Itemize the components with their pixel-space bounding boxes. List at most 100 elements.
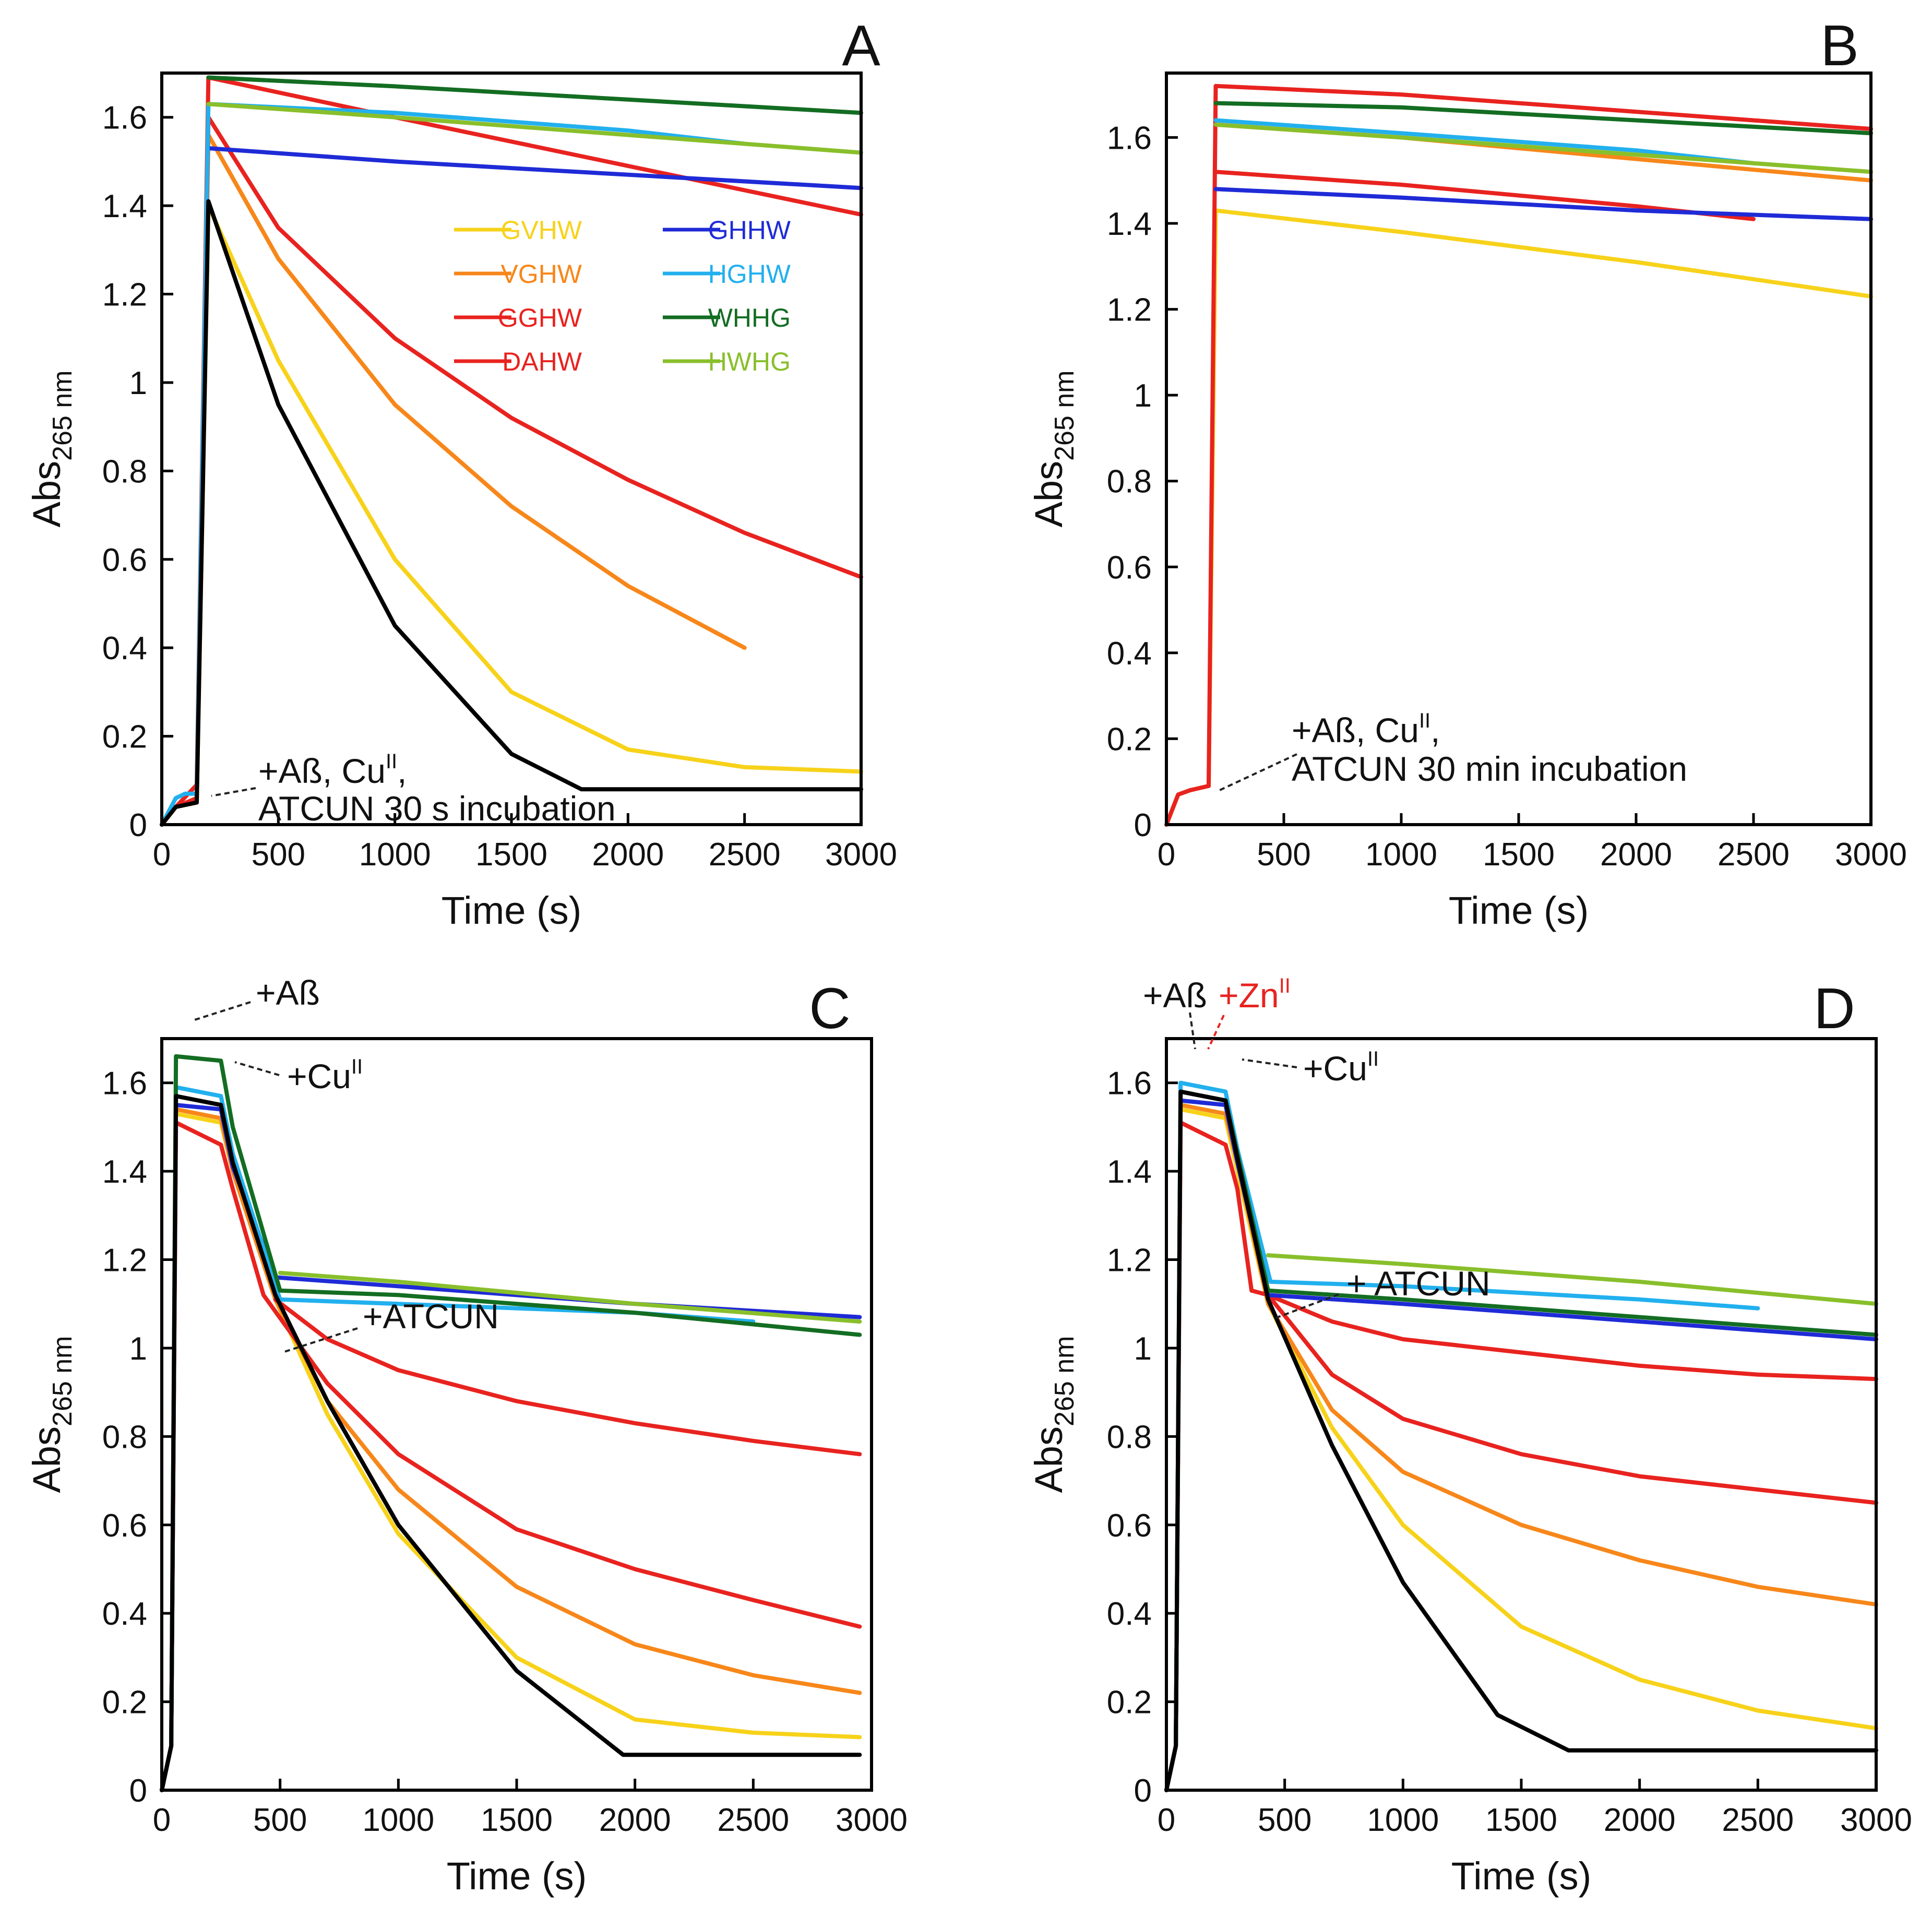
x-tick-label: 3000 bbox=[1835, 837, 1907, 873]
svg-text:Abs265 nm: Abs265 nm bbox=[25, 1336, 78, 1493]
y-tick-label: 1.6 bbox=[102, 1066, 147, 1102]
series-line-whhg bbox=[160, 1054, 862, 1792]
x-axis-label: Time (s) bbox=[447, 1854, 587, 1898]
y-tick-label: 1.2 bbox=[102, 277, 147, 313]
series-layer bbox=[160, 1054, 862, 1792]
svg-text:+CuII: +CuII bbox=[287, 1055, 363, 1096]
arrow-d1 bbox=[1189, 1012, 1196, 1050]
y-tick-label: 1.6 bbox=[102, 100, 147, 136]
y-tick-label: 0 bbox=[1134, 1773, 1152, 1809]
x-tick-label: 1000 bbox=[1365, 837, 1437, 873]
series-line-gvhw bbox=[160, 204, 863, 827]
annotation-a1-tail: , bbox=[397, 752, 407, 790]
series-line-vghw bbox=[1164, 1103, 1878, 1792]
series-line-gghw bbox=[1164, 84, 1873, 827]
y-tick-label: 1 bbox=[1134, 378, 1152, 414]
x-tick-label: 1500 bbox=[1485, 1802, 1557, 1838]
series-line-vghw bbox=[160, 1107, 862, 1792]
svg-text:Abs265 nm: Abs265 nm bbox=[1027, 1336, 1080, 1493]
annotation-a1-line2: ATCUN 30 s incubation bbox=[258, 789, 616, 828]
y-tick-label: 1 bbox=[1134, 1331, 1152, 1367]
y-axis-label-main: Abs bbox=[25, 1426, 68, 1493]
y-axis-label-main: Abs bbox=[25, 461, 68, 528]
y-axis-label: Abs265 nm bbox=[25, 1336, 78, 1493]
plot-frame bbox=[1165, 72, 1873, 826]
annotation-d2-sup: II bbox=[1279, 974, 1291, 997]
series-line-hwhg bbox=[278, 1270, 862, 1324]
x-tick-label: 2500 bbox=[1722, 1802, 1794, 1838]
legend-label: DAHW bbox=[502, 347, 582, 376]
panel-letter: D bbox=[1814, 977, 1855, 1041]
x-tick-label: 1000 bbox=[362, 1802, 434, 1838]
arrow-c1 bbox=[193, 1001, 251, 1021]
ticks-layer: 0 500 1000 1500 2000 2500 3000 0 0.2 0.4 0.6 0.8 1 1.… bbox=[1107, 120, 1907, 873]
x-axis-label: Time (s) bbox=[442, 889, 582, 932]
x-tick-label: 2500 bbox=[1718, 837, 1790, 873]
x-tick-label: 2500 bbox=[717, 1802, 789, 1838]
annotation-b1-line2: ATCUN 30 min incubation bbox=[1292, 749, 1687, 788]
series-line-control bbox=[160, 199, 863, 827]
annotations: +Aß, CuII, ATCUN 30 min incubation bbox=[1218, 709, 1687, 792]
x-tick-label: 3000 bbox=[836, 1802, 908, 1838]
series-line-ghhw bbox=[1164, 1098, 1878, 1792]
series-line-control bbox=[160, 1094, 862, 1792]
series-line-whhg bbox=[1213, 101, 1873, 136]
legend-item-gvhw: GVHW bbox=[454, 216, 582, 245]
panel-letter: B bbox=[1820, 14, 1858, 78]
y-tick-label: 0.2 bbox=[102, 1685, 147, 1721]
annotations: +Aß, CuII, ATCUN 30 s incubation bbox=[211, 750, 616, 828]
annotation-b1-sup: II bbox=[1419, 709, 1430, 732]
x-tick-label: 0 bbox=[1158, 1802, 1175, 1838]
series-layer bbox=[160, 75, 863, 827]
annotation-d2: +Zn bbox=[1219, 976, 1279, 1015]
x-tick-label: 3000 bbox=[825, 837, 897, 873]
x-axis-label: Time (s) bbox=[1451, 1854, 1592, 1898]
y-tick-label: 0.2 bbox=[1107, 1685, 1152, 1721]
series-line-gvhw bbox=[160, 1112, 862, 1792]
series-line-vghw bbox=[160, 133, 747, 827]
y-tick-label: 0 bbox=[129, 1773, 147, 1809]
y-tick-label: 0.8 bbox=[102, 1419, 147, 1455]
series-line-hwhg bbox=[1266, 1253, 1878, 1306]
series-line-gvhw bbox=[1164, 1107, 1878, 1792]
x-tick-label: 2500 bbox=[709, 837, 781, 873]
legend-label: VGHW bbox=[500, 259, 582, 289]
annotation-d3: +Cu bbox=[1303, 1049, 1367, 1088]
annotation-d3-sup: II bbox=[1367, 1047, 1379, 1070]
series-line-gghw bbox=[160, 1120, 862, 1792]
arrow-b1 bbox=[1218, 753, 1297, 792]
svg-text:Abs265 nm: Abs265 nm bbox=[1027, 371, 1080, 528]
series-line-gghw bbox=[160, 115, 863, 827]
y-tick-label: 1 bbox=[129, 365, 147, 401]
x-tick-label: 1000 bbox=[359, 837, 431, 873]
x-tick-label: 500 bbox=[1257, 837, 1310, 873]
x-tick-label: 1500 bbox=[481, 1802, 553, 1838]
y-tick-label: 1.2 bbox=[102, 1243, 147, 1279]
x-tick-label: 2000 bbox=[599, 1802, 671, 1838]
y-tick-label: 0.8 bbox=[1107, 1419, 1152, 1455]
x-tick-label: 0 bbox=[153, 1802, 171, 1838]
panel-a: A 0 500 1000 1500 2000 2500 3000 0 0.2 0.4 0.6 0.8 1… bbox=[25, 14, 897, 932]
y-axis-label: Abs265 nm bbox=[25, 371, 78, 528]
series-line-whhg bbox=[1164, 1089, 1878, 1792]
annotation-a1-line1: +Aß, Cu bbox=[258, 752, 386, 790]
arrow-c2 bbox=[234, 1061, 280, 1076]
y-tick-label: 0.6 bbox=[102, 542, 147, 578]
x-tick-label: 3000 bbox=[1840, 1802, 1912, 1838]
series-line-hghw bbox=[1213, 118, 1756, 165]
y-tick-label: 0.8 bbox=[1107, 464, 1152, 500]
plot-frame bbox=[160, 72, 863, 826]
svg-text:+Aß, CuII,: +Aß, CuII, bbox=[1292, 709, 1440, 749]
x-tick-label: 1500 bbox=[1483, 837, 1555, 873]
svg-text:+Aß, CuII,: +Aß, CuII, bbox=[258, 750, 407, 790]
y-axis-label-sub: 265 nm bbox=[47, 1336, 78, 1426]
annotation-b1-tail: , bbox=[1430, 711, 1440, 749]
panel-c: C 0 500 1000 1500 2000 2500 3000 0 0.2 0.4 0.6 0.8 1… bbox=[25, 973, 908, 1898]
legend-label: HGHW bbox=[708, 259, 791, 289]
x-axis-label: Time (s) bbox=[1449, 889, 1589, 932]
svg-text:+CuII: +CuII bbox=[1303, 1047, 1379, 1088]
svg-text:+ZnII: +ZnII bbox=[1219, 974, 1291, 1015]
y-tick-label: 0 bbox=[1134, 807, 1152, 843]
y-tick-label: 1.6 bbox=[1107, 120, 1152, 156]
panel-d: D 0 500 1000 1500 2000 2500 3000 0 0.2 0.4 0.6 0.8 1… bbox=[1027, 974, 1912, 1898]
